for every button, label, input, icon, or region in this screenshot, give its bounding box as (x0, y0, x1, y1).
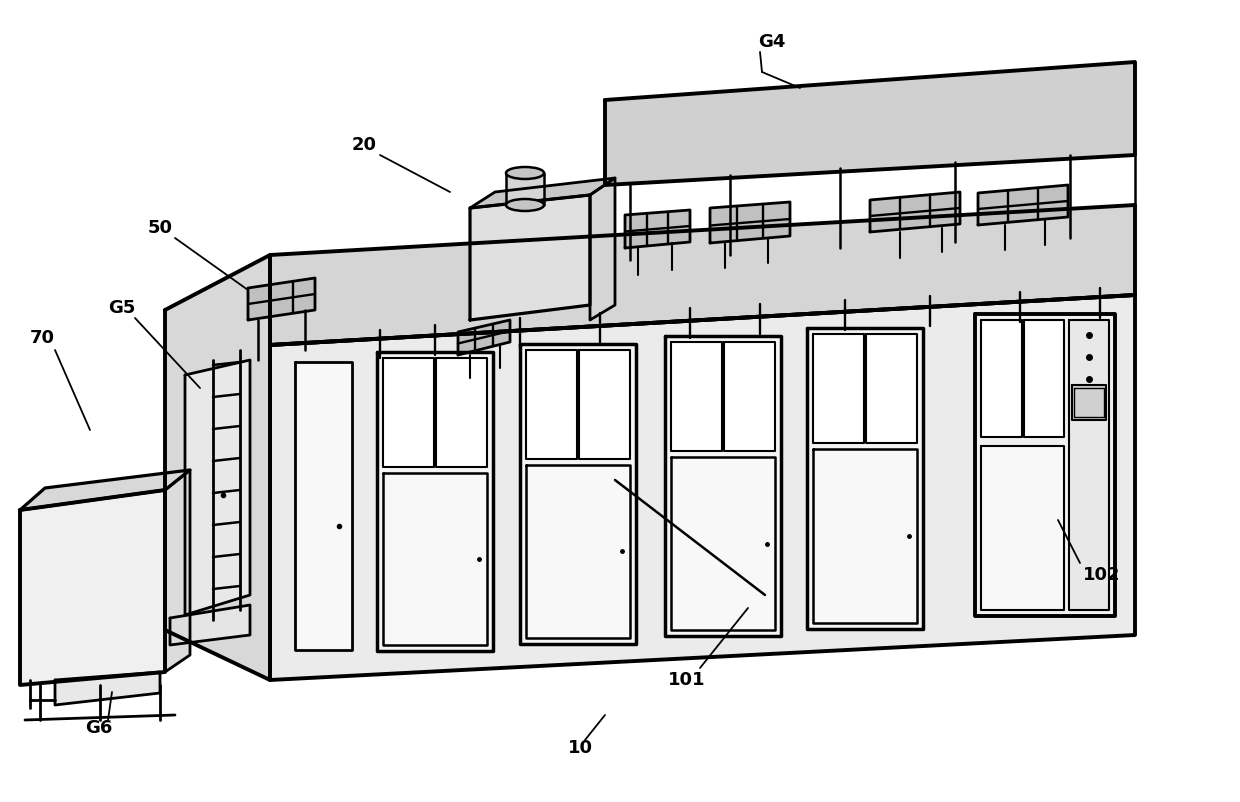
Polygon shape (165, 470, 190, 672)
Polygon shape (813, 334, 864, 443)
Polygon shape (470, 178, 615, 208)
Polygon shape (724, 342, 775, 451)
Polygon shape (383, 473, 487, 646)
Text: 102: 102 (1083, 566, 1121, 584)
Polygon shape (458, 320, 510, 355)
Polygon shape (1073, 385, 1106, 419)
Polygon shape (605, 62, 1135, 185)
Polygon shape (981, 320, 1022, 437)
Text: 20: 20 (352, 136, 377, 154)
Polygon shape (436, 358, 487, 467)
Polygon shape (978, 185, 1068, 225)
Polygon shape (665, 336, 781, 636)
Text: G4: G4 (758, 33, 785, 51)
Polygon shape (1023, 320, 1064, 437)
Polygon shape (506, 173, 544, 205)
Polygon shape (981, 446, 1064, 610)
Polygon shape (20, 490, 165, 685)
Polygon shape (295, 362, 352, 650)
Polygon shape (870, 192, 960, 232)
Polygon shape (520, 344, 636, 644)
Polygon shape (671, 342, 722, 451)
Text: 10: 10 (568, 739, 593, 757)
Ellipse shape (506, 167, 544, 179)
Polygon shape (270, 295, 1135, 680)
Text: G6: G6 (86, 719, 113, 737)
Text: 70: 70 (30, 329, 55, 347)
Polygon shape (165, 255, 270, 680)
Polygon shape (383, 358, 434, 467)
Text: 50: 50 (148, 219, 174, 237)
Polygon shape (579, 350, 630, 459)
Polygon shape (170, 605, 250, 645)
Polygon shape (248, 278, 315, 320)
Polygon shape (55, 672, 160, 705)
Text: 101: 101 (668, 671, 706, 689)
Polygon shape (975, 314, 1115, 616)
Polygon shape (526, 465, 630, 638)
Polygon shape (807, 327, 923, 629)
Polygon shape (470, 195, 590, 320)
Text: G5: G5 (108, 299, 135, 317)
Polygon shape (813, 449, 918, 622)
Polygon shape (1069, 320, 1109, 610)
Polygon shape (866, 334, 918, 443)
Polygon shape (526, 350, 577, 459)
Polygon shape (185, 360, 250, 615)
Ellipse shape (506, 199, 544, 211)
Polygon shape (590, 178, 615, 320)
Polygon shape (711, 202, 790, 243)
Polygon shape (625, 210, 689, 248)
Polygon shape (377, 352, 494, 651)
Polygon shape (20, 470, 190, 510)
Polygon shape (270, 205, 1135, 345)
Polygon shape (671, 457, 775, 630)
